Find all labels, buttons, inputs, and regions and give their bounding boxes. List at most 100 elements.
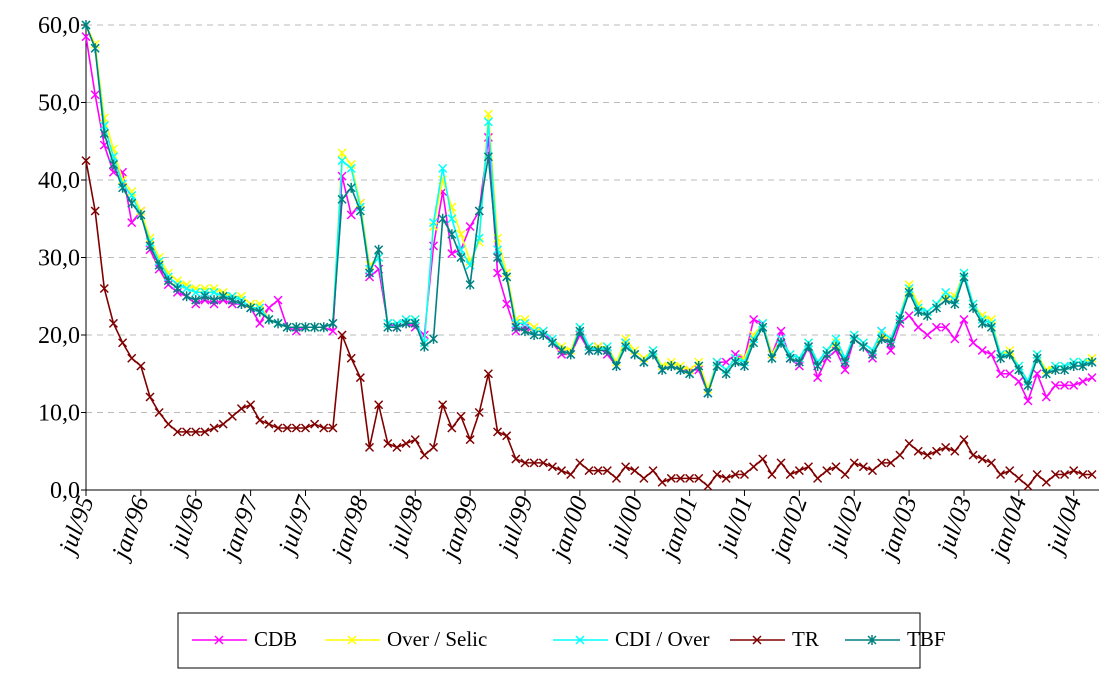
marker	[118, 338, 128, 348]
marker	[776, 458, 786, 468]
legend-label: Over / Selic	[387, 627, 487, 651]
marker	[520, 326, 530, 337]
marker	[227, 411, 237, 421]
marker	[383, 438, 393, 449]
x-tick-label: jan/01	[655, 493, 703, 565]
marker	[214, 635, 224, 645]
marker	[831, 334, 841, 344]
marker	[246, 302, 256, 313]
marker	[529, 322, 539, 332]
marker	[493, 268, 503, 278]
marker	[977, 454, 987, 464]
marker	[685, 368, 695, 379]
marker	[950, 446, 960, 456]
marker	[566, 349, 576, 360]
marker	[438, 400, 448, 410]
marker	[419, 341, 429, 352]
marker	[1087, 357, 1097, 368]
marker	[867, 349, 878, 360]
marker	[465, 279, 475, 290]
marker	[483, 117, 493, 127]
marker	[374, 400, 384, 410]
marker	[520, 318, 530, 328]
marker	[776, 337, 786, 348]
marker	[584, 466, 594, 476]
marker	[675, 473, 685, 483]
marker	[493, 252, 503, 263]
marker	[300, 322, 311, 333]
marker	[959, 271, 969, 282]
marker	[913, 306, 923, 317]
marker	[227, 295, 237, 306]
marker	[749, 337, 759, 348]
marker	[300, 423, 311, 433]
marker	[172, 283, 182, 294]
marker	[822, 349, 832, 360]
marker	[886, 345, 896, 356]
marker	[273, 423, 283, 433]
marker	[913, 446, 923, 456]
marker	[154, 407, 164, 418]
marker	[941, 295, 951, 306]
marker	[922, 450, 932, 460]
marker	[547, 337, 557, 348]
marker	[291, 423, 301, 433]
x-tick-label: jan/99	[435, 492, 483, 565]
marker	[127, 218, 137, 228]
marker	[739, 361, 750, 371]
marker	[721, 357, 731, 367]
marker	[273, 295, 283, 305]
marker	[200, 283, 210, 294]
x-tick-label: jul/01	[712, 493, 758, 560]
marker	[90, 90, 100, 100]
marker	[236, 404, 247, 414]
marker	[236, 299, 247, 309]
series	[81, 20, 1097, 394]
marker	[877, 326, 887, 336]
marker	[986, 458, 996, 468]
y-tick-label: 0,0	[50, 478, 80, 504]
marker	[346, 182, 356, 193]
marker	[822, 466, 832, 476]
marker	[474, 206, 484, 216]
marker	[895, 314, 905, 325]
marker	[456, 252, 466, 263]
x-tick-label: jul/96	[163, 492, 210, 559]
x-tick-label: jan/03	[874, 493, 922, 565]
marker	[319, 322, 329, 333]
marker	[319, 423, 329, 433]
marker	[99, 283, 109, 294]
marker	[996, 469, 1006, 480]
marker	[593, 345, 603, 356]
x-tick-label: jan/96	[106, 492, 154, 565]
marker	[849, 333, 859, 344]
marker	[602, 466, 612, 476]
marker	[355, 206, 365, 216]
marker	[456, 229, 466, 239]
y-tick-label: 60,0	[38, 13, 80, 39]
marker	[355, 373, 365, 383]
marker	[813, 373, 823, 383]
marker	[739, 469, 750, 480]
marker	[648, 349, 658, 360]
marker	[931, 322, 942, 332]
marker	[794, 357, 804, 368]
marker	[346, 210, 356, 220]
marker	[712, 361, 722, 371]
marker	[950, 299, 960, 309]
marker	[867, 635, 877, 645]
marker	[1078, 361, 1088, 371]
marker	[1023, 396, 1033, 406]
marker	[511, 454, 521, 464]
marker	[200, 427, 210, 437]
series-line	[85, 24, 1093, 396]
y-tick-label: 30,0	[38, 246, 80, 272]
y-tick-label: 10,0	[38, 401, 80, 427]
marker	[90, 206, 100, 216]
marker	[575, 635, 585, 645]
marker	[831, 341, 841, 352]
marker	[218, 291, 228, 302]
marker	[218, 419, 228, 429]
marker	[886, 337, 896, 348]
marker	[648, 466, 658, 476]
